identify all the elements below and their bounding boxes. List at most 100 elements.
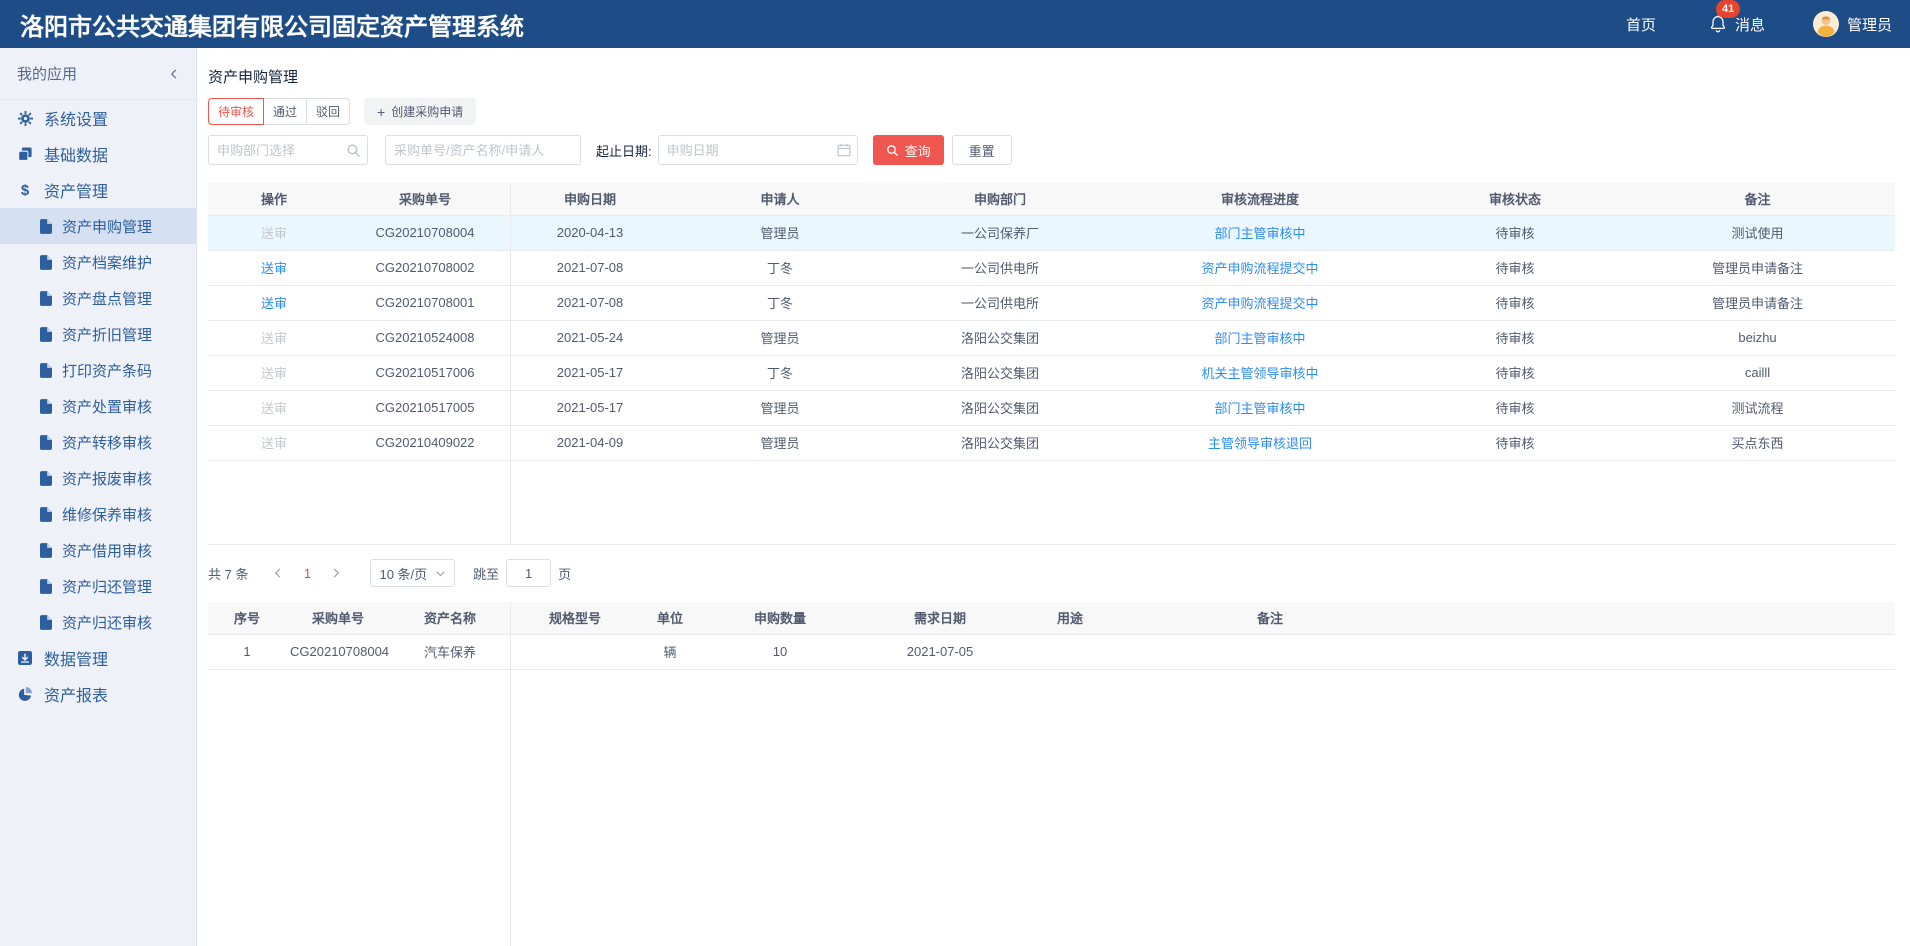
applicant-cell: 丁冬 xyxy=(670,250,890,286)
sidebar-item-label: 资产归还管理 xyxy=(62,578,153,596)
progress-link[interactable]: 部门主管审核中 xyxy=(1214,226,1306,241)
progress-cell: 资产申购流程提交中 xyxy=(1110,250,1410,286)
order-no-cell: CG20210517005 xyxy=(340,390,510,426)
tab-rejected[interactable]: 驳回 xyxy=(306,98,351,125)
jump-suffix: 页 xyxy=(558,566,572,582)
file-icon xyxy=(38,398,54,414)
query-button[interactable]: 查询 xyxy=(872,135,944,165)
progress-link[interactable]: 主管领导审核退回 xyxy=(1207,436,1312,451)
action-cell: 送审 xyxy=(208,355,340,391)
column-header: 操作 xyxy=(208,183,340,216)
nav-messages[interactable]: 41 消息 xyxy=(1708,0,1765,35)
fixed-column-divider xyxy=(510,183,511,544)
column-header: 审核流程进度 xyxy=(1110,183,1410,216)
reset-button[interactable]: 重置 xyxy=(951,135,1012,165)
gear-icon xyxy=(17,110,33,126)
sidebar-item-label: 资产折旧管理 xyxy=(62,326,153,344)
send-review-link[interactable]: 送审 xyxy=(260,296,287,311)
status-cell: 待审核 xyxy=(1410,425,1620,461)
tab-approved[interactable]: 通过 xyxy=(263,98,308,125)
sidebar-item-data-management[interactable]: 数据管理 xyxy=(0,640,196,676)
sidebar-item-asset-archive[interactable]: 资产档案维护 xyxy=(0,244,196,280)
sidebar-item-asset-disposal-audit[interactable]: 资产处置审核 xyxy=(0,388,196,424)
chevron-down-icon xyxy=(435,568,446,579)
bell-icon xyxy=(1708,14,1728,34)
sidebar-item-label: 资产盘点管理 xyxy=(62,290,153,308)
tab-pending[interactable]: 待审核 xyxy=(208,98,265,125)
current-page[interactable]: 1 xyxy=(303,565,312,581)
progress-link[interactable]: 资产申购流程提交中 xyxy=(1201,261,1319,276)
send-review-link[interactable]: 送审 xyxy=(260,261,287,276)
sidebar-item-asset-inventory[interactable]: 资产盘点管理 xyxy=(0,280,196,316)
send-review-link: 送审 xyxy=(260,436,287,451)
applicant-cell: 丁冬 xyxy=(670,355,890,391)
sidebar-item-asset-report[interactable]: 资产报表 xyxy=(0,676,196,712)
purpose-cell xyxy=(1020,634,1120,670)
table-row[interactable]: 送审 CG20210517005 2021-05-17 管理员 洛阳公交集团 部门主管审核… xyxy=(208,390,1895,426)
table-row[interactable]: 送审 CG20210517006 2021-05-17 丁冬 洛阳公交集团 机关主管领导审… xyxy=(208,355,1895,391)
progress-link[interactable]: 机关主管领导审核中 xyxy=(1201,366,1319,381)
keyword-input[interactable] xyxy=(385,135,581,165)
applicant-cell: 管理员 xyxy=(670,320,890,356)
sidebar-item-asset-management[interactable]: $ 资产管理 xyxy=(0,172,196,208)
sidebar-item-asset-return-audit[interactable]: 资产归还审核 xyxy=(0,604,196,640)
sidebar-collapse-button[interactable] xyxy=(168,68,180,80)
jump-page-input[interactable] xyxy=(506,559,552,587)
file-icon xyxy=(38,218,54,234)
sidebar-item-asset-return-mgmt[interactable]: 资产归还管理 xyxy=(0,568,196,604)
sidebar-item-print-asset-barcode[interactable]: 打印资产条码 xyxy=(0,352,196,388)
next-page-button[interactable] xyxy=(324,561,348,585)
dollar-icon: $ xyxy=(20,181,30,199)
table-row[interactable]: 送审 CG20210708001 2021-07-08 丁冬 一公司供电所 资产申购流程提… xyxy=(208,285,1895,321)
table-row[interactable]: 1 CG20210708004 汽车保养 辆 10 2021-07-05 xyxy=(208,634,1895,670)
sidebar-item-asset-purchase[interactable]: 资产申购管理 xyxy=(0,208,196,244)
column-header: 序号 xyxy=(208,602,286,635)
file-icon xyxy=(38,326,54,342)
search-icon xyxy=(346,143,361,158)
dept-cell: 一公司供电所 xyxy=(890,250,1110,286)
detail-table-container: 序号 采购单号 资产名称 规格型号 单位 申购数量 需求日期 用途 备注 1 CG20210708… xyxy=(208,602,1895,946)
progress-cell: 部门主管审核中 xyxy=(1110,390,1410,426)
table-row[interactable]: 送审 CG20210524008 2021-05-24 管理员 洛阳公交集团 部门主管审核… xyxy=(208,320,1895,356)
sidebar-item-asset-depreciation[interactable]: 资产折旧管理 xyxy=(0,316,196,352)
message-count-badge: 41 xyxy=(1715,0,1741,18)
date-input[interactable] xyxy=(657,135,858,165)
sidebar-item-maintenance-audit[interactable]: 维修保养审核 xyxy=(0,496,196,532)
toolbar: 待审核 通过 驳回 + 创建采购申请 xyxy=(208,98,477,125)
sidebar-item-asset-transfer-audit[interactable]: 资产转移审核 xyxy=(0,424,196,460)
remark-cell: 测试流程 xyxy=(1620,390,1895,426)
create-purchase-button[interactable]: + 创建采购申请 xyxy=(364,98,477,125)
column-header: 备注 xyxy=(1620,183,1895,216)
column-header: 用途 xyxy=(1020,602,1120,635)
progress-cell: 机关主管领导审核中 xyxy=(1110,355,1410,391)
date-cell: 2020-04-13 xyxy=(510,215,670,251)
file-icon xyxy=(38,578,54,594)
sidebar-item-base-data[interactable]: 基础数据 xyxy=(0,136,196,172)
progress-link[interactable]: 资产申购流程提交中 xyxy=(1201,296,1319,311)
sidebar-item-system-settings[interactable]: 系统设置 xyxy=(0,100,196,136)
sidebar-item-asset-borrow-audit[interactable]: 资产借用审核 xyxy=(0,532,196,568)
jump-label: 跳至 xyxy=(473,566,500,582)
plus-icon: + xyxy=(377,103,386,120)
table-row[interactable]: 送审 CG20210708002 2021-07-08 丁冬 一公司供电所 资产申购流程提… xyxy=(208,250,1895,286)
orders-table: 操作 采购单号 申购日期 申请人 申购部门 审核流程进度 审核状态 备注 送审 CG202107… xyxy=(208,183,1895,461)
progress-link[interactable]: 部门主管审核中 xyxy=(1214,331,1306,346)
nav-home[interactable]: 首页 xyxy=(1625,16,1656,34)
file-icon xyxy=(38,506,54,522)
filler-cell xyxy=(1420,634,1895,670)
progress-link[interactable]: 部门主管审核中 xyxy=(1214,401,1306,416)
sidebar-item-asset-scrap-audit[interactable]: 资产报废审核 xyxy=(0,460,196,496)
table-row[interactable]: 送审 CG20210409022 2021-04-09 管理员 洛阳公交集团 主管领导审核… xyxy=(208,425,1895,461)
remark-cell: cailll xyxy=(1620,355,1895,391)
page-size-select[interactable]: 10 条/页 xyxy=(370,559,456,587)
detail-table-body: 1 CG20210708004 汽车保养 辆 10 2021-07-05 xyxy=(208,634,1895,670)
send-review-link: 送审 xyxy=(260,366,287,381)
user-menu[interactable]: 管理员 xyxy=(1812,11,1892,37)
remark-cell: 测试使用 xyxy=(1620,215,1895,251)
sidebar-item-label: 系统设置 xyxy=(44,112,109,129)
prev-page-button[interactable] xyxy=(266,561,290,585)
action-cell: 送审 xyxy=(208,250,340,286)
dept-select-input[interactable] xyxy=(208,135,368,165)
table-row[interactable]: 送审 CG20210708004 2020-04-13 管理员 一公司保养厂 部门主管审核… xyxy=(208,215,1895,251)
action-cell: 送审 xyxy=(208,320,340,356)
